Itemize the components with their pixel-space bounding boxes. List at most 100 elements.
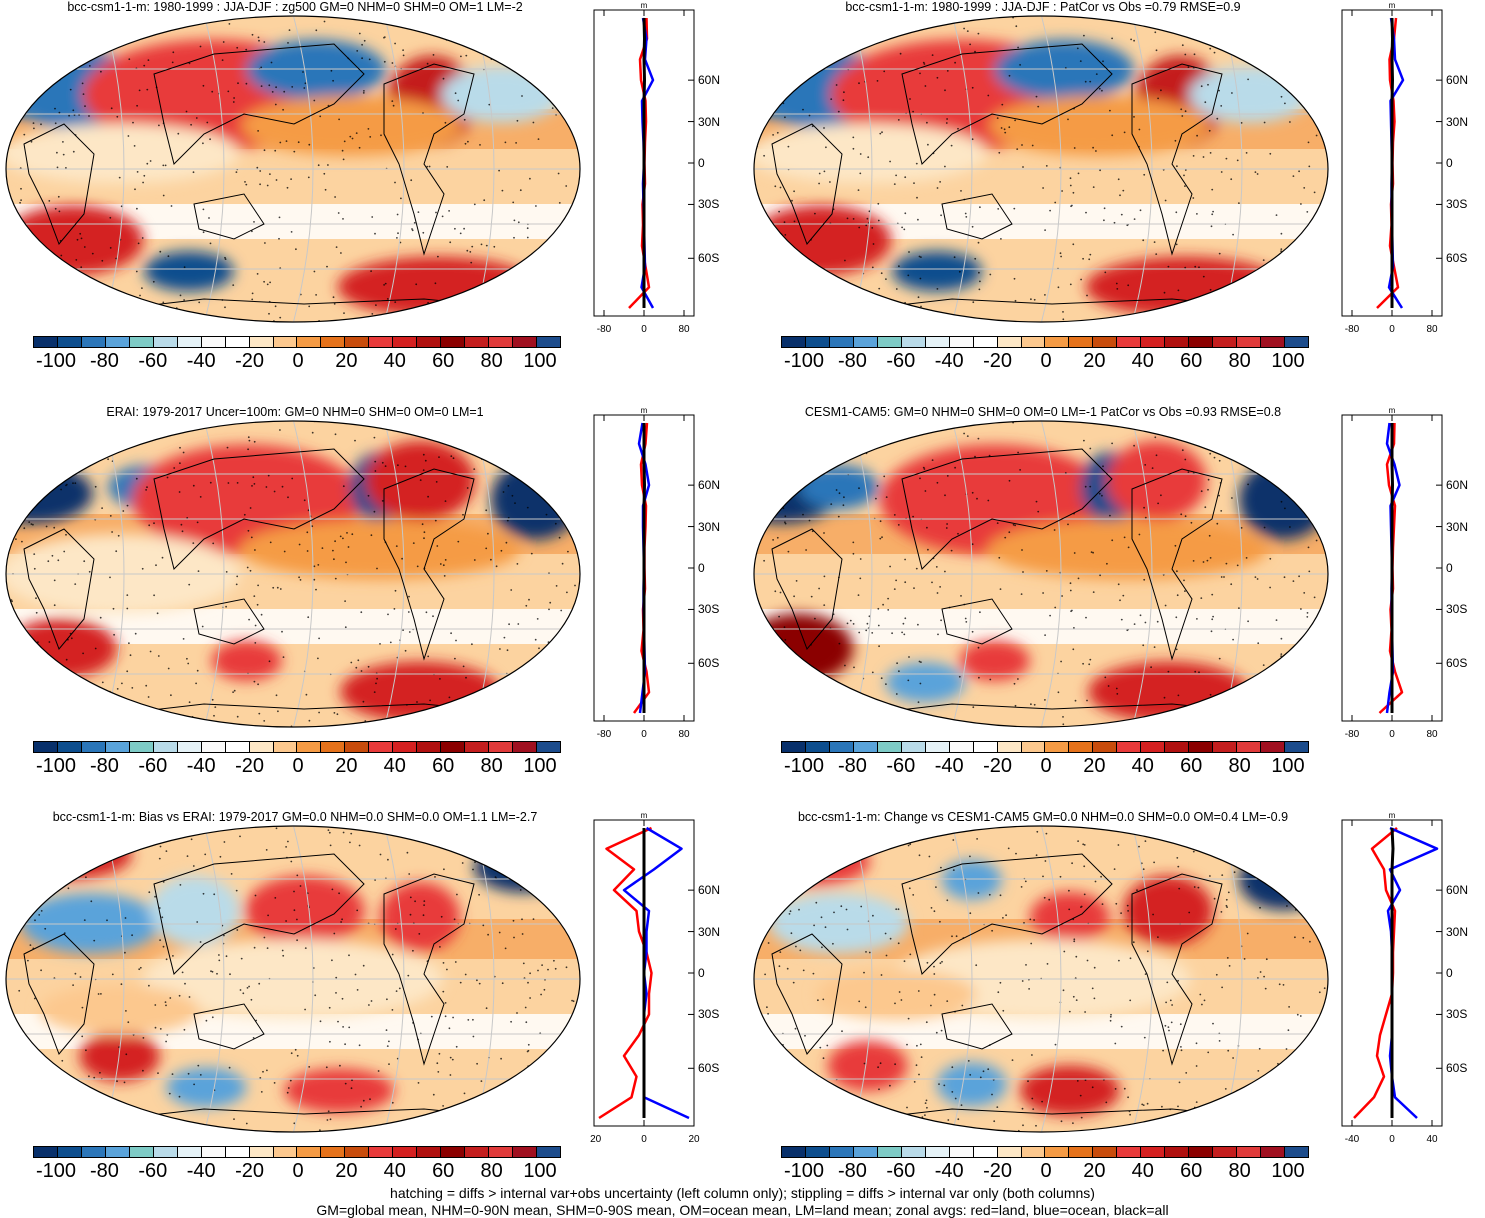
- colorbar-swatch: [782, 1147, 806, 1157]
- colorbar-label: 80: [480, 755, 503, 777]
- colorbar-swatch: [297, 1147, 322, 1157]
- colorbar-swatch: [949, 742, 974, 752]
- anomaly-blob: [1106, 441, 1207, 521]
- colorbar-swatch: [1093, 1147, 1118, 1157]
- colorbar-label: 100: [523, 1160, 557, 1182]
- colorbar-swatch: [1069, 742, 1094, 752]
- colorbar-swatch: [81, 742, 106, 752]
- lat-label: 30S: [1446, 197, 1468, 212]
- colorbar-swatch: [973, 1147, 998, 1157]
- colorbar-labels: -100 -80 -60 -40 -20 0 20 40 60 80 100: [20, 755, 580, 779]
- colorbar-label: -60: [138, 755, 168, 777]
- profile-series-all: [642, 17, 646, 308]
- colorbar-swatch: [1117, 337, 1142, 347]
- colorbar-label: 40: [383, 755, 406, 777]
- colorbar-swatch: [513, 742, 538, 752]
- zonal-mean-profile: m -80 0 80: [593, 406, 695, 740]
- anomaly-blob: [365, 441, 476, 521]
- colorbar-label: -80: [837, 350, 867, 372]
- anomaly-blob: [816, 969, 977, 1020]
- colorbar-swatch: [853, 742, 878, 752]
- anomaly-blob: [891, 251, 982, 292]
- colorbar-swatch: [537, 1147, 560, 1157]
- colorbar-swatch: [249, 742, 274, 752]
- colorbar-swatch: [1141, 742, 1166, 752]
- colorbar-swatch: [465, 1147, 490, 1157]
- lat-label: 30N: [1446, 114, 1469, 129]
- anomaly-blob: [284, 1068, 395, 1113]
- colorbar-label: 0: [292, 755, 304, 777]
- colorbar-label: -100: [35, 755, 77, 777]
- profile-x-tick: -20: [590, 1134, 602, 1145]
- colorbar-swatch: [273, 337, 298, 347]
- profile-x-tick: -80: [597, 729, 612, 740]
- colorbar-swatch: [441, 1147, 466, 1157]
- anomaly-blob: [1085, 256, 1286, 317]
- profile-unit: m: [641, 1, 648, 10]
- anomaly-blob: [936, 1062, 1007, 1107]
- profile-x-tick: 0: [1389, 324, 1395, 335]
- lat-label: 0: [1446, 156, 1453, 170]
- colorbar-label: -60: [138, 350, 168, 372]
- colorbar-swatch: [1237, 337, 1262, 347]
- colorbar-swatch: [782, 337, 806, 347]
- colorbar-swatch: [1189, 742, 1214, 752]
- anomaly-blob: [39, 985, 200, 1035]
- lat-label: 60N: [1446, 73, 1469, 88]
- colorbar-swatch: [925, 742, 950, 752]
- colorbar-swatch: [1021, 1147, 1046, 1157]
- colorbar-label: 0: [1040, 1160, 1052, 1182]
- lat-label: 30S: [1446, 602, 1468, 617]
- panel-2: bcc-csm1-1-m: 1980-1999 : JJA-DJF : PatC…: [748, 0, 1485, 406]
- anomaly-blob: [1123, 875, 1214, 946]
- colorbar-swatch: [997, 337, 1022, 347]
- colorbar-swatch: [1069, 1147, 1094, 1157]
- lat-label: 60S: [698, 1061, 720, 1076]
- colorbar-swatch: [805, 1147, 830, 1157]
- colorbar-swatch: [273, 742, 298, 752]
- colorbar-swatch: [853, 1147, 878, 1157]
- anomaly-blob: [380, 882, 461, 952]
- colorbar-swatch: [81, 1147, 106, 1157]
- anomaly-blob: [6, 123, 240, 184]
- panel-1: bcc-csm1-1-m: 1980-1999 : JJA-DJF : zg50…: [0, 0, 742, 406]
- colorbar: [781, 1146, 1309, 1158]
- anomaly-map: [753, 420, 1329, 728]
- colorbar-label: 20: [335, 1160, 358, 1182]
- profile-unit: m: [641, 811, 648, 820]
- colorbar-swatch: [513, 1147, 538, 1157]
- colorbar-label: 0: [292, 350, 304, 372]
- colorbar-swatch: [177, 1147, 202, 1157]
- colorbar-swatch: [997, 1147, 1022, 1157]
- colorbar-label: 20: [335, 755, 358, 777]
- colorbar-swatch: [877, 1147, 902, 1157]
- colorbar-swatch: [321, 337, 346, 347]
- colorbar-swatch: [34, 742, 58, 752]
- lat-label: 30N: [698, 114, 721, 129]
- anomaly-blob: [6, 618, 117, 679]
- colorbar-label: 60: [432, 755, 455, 777]
- colorbar-label: 80: [480, 1160, 503, 1182]
- colorbar-swatch: [393, 1147, 418, 1157]
- colorbar-swatch: [1237, 742, 1262, 752]
- colorbar-swatch: [901, 1147, 926, 1157]
- colorbar-swatch: [489, 742, 514, 752]
- colorbar-swatch: [417, 1147, 442, 1157]
- colorbar-label: -60: [886, 350, 916, 372]
- colorbar-swatch: [345, 337, 370, 347]
- lat-label: 30N: [698, 924, 721, 939]
- colorbar-swatch: [249, 1147, 274, 1157]
- colorbar-label: 0: [292, 1160, 304, 1182]
- colorbar-labels: -100 -80 -60 -40 -20 0 20 40 60 80 100: [768, 350, 1328, 374]
- colorbar-swatch: [321, 742, 346, 752]
- colorbar-label: -100: [35, 1160, 77, 1182]
- anomaly-blob: [994, 39, 1135, 100]
- anomaly-blob: [211, 640, 282, 681]
- colorbar-label: -80: [837, 1160, 867, 1182]
- colorbar-swatch: [1285, 337, 1308, 347]
- colorbar-swatch: [489, 1147, 514, 1157]
- colorbar-swatch: [1069, 337, 1094, 347]
- colorbar-swatch: [225, 742, 250, 752]
- colorbar-label: -20: [235, 755, 265, 777]
- colorbar-swatch: [81, 337, 106, 347]
